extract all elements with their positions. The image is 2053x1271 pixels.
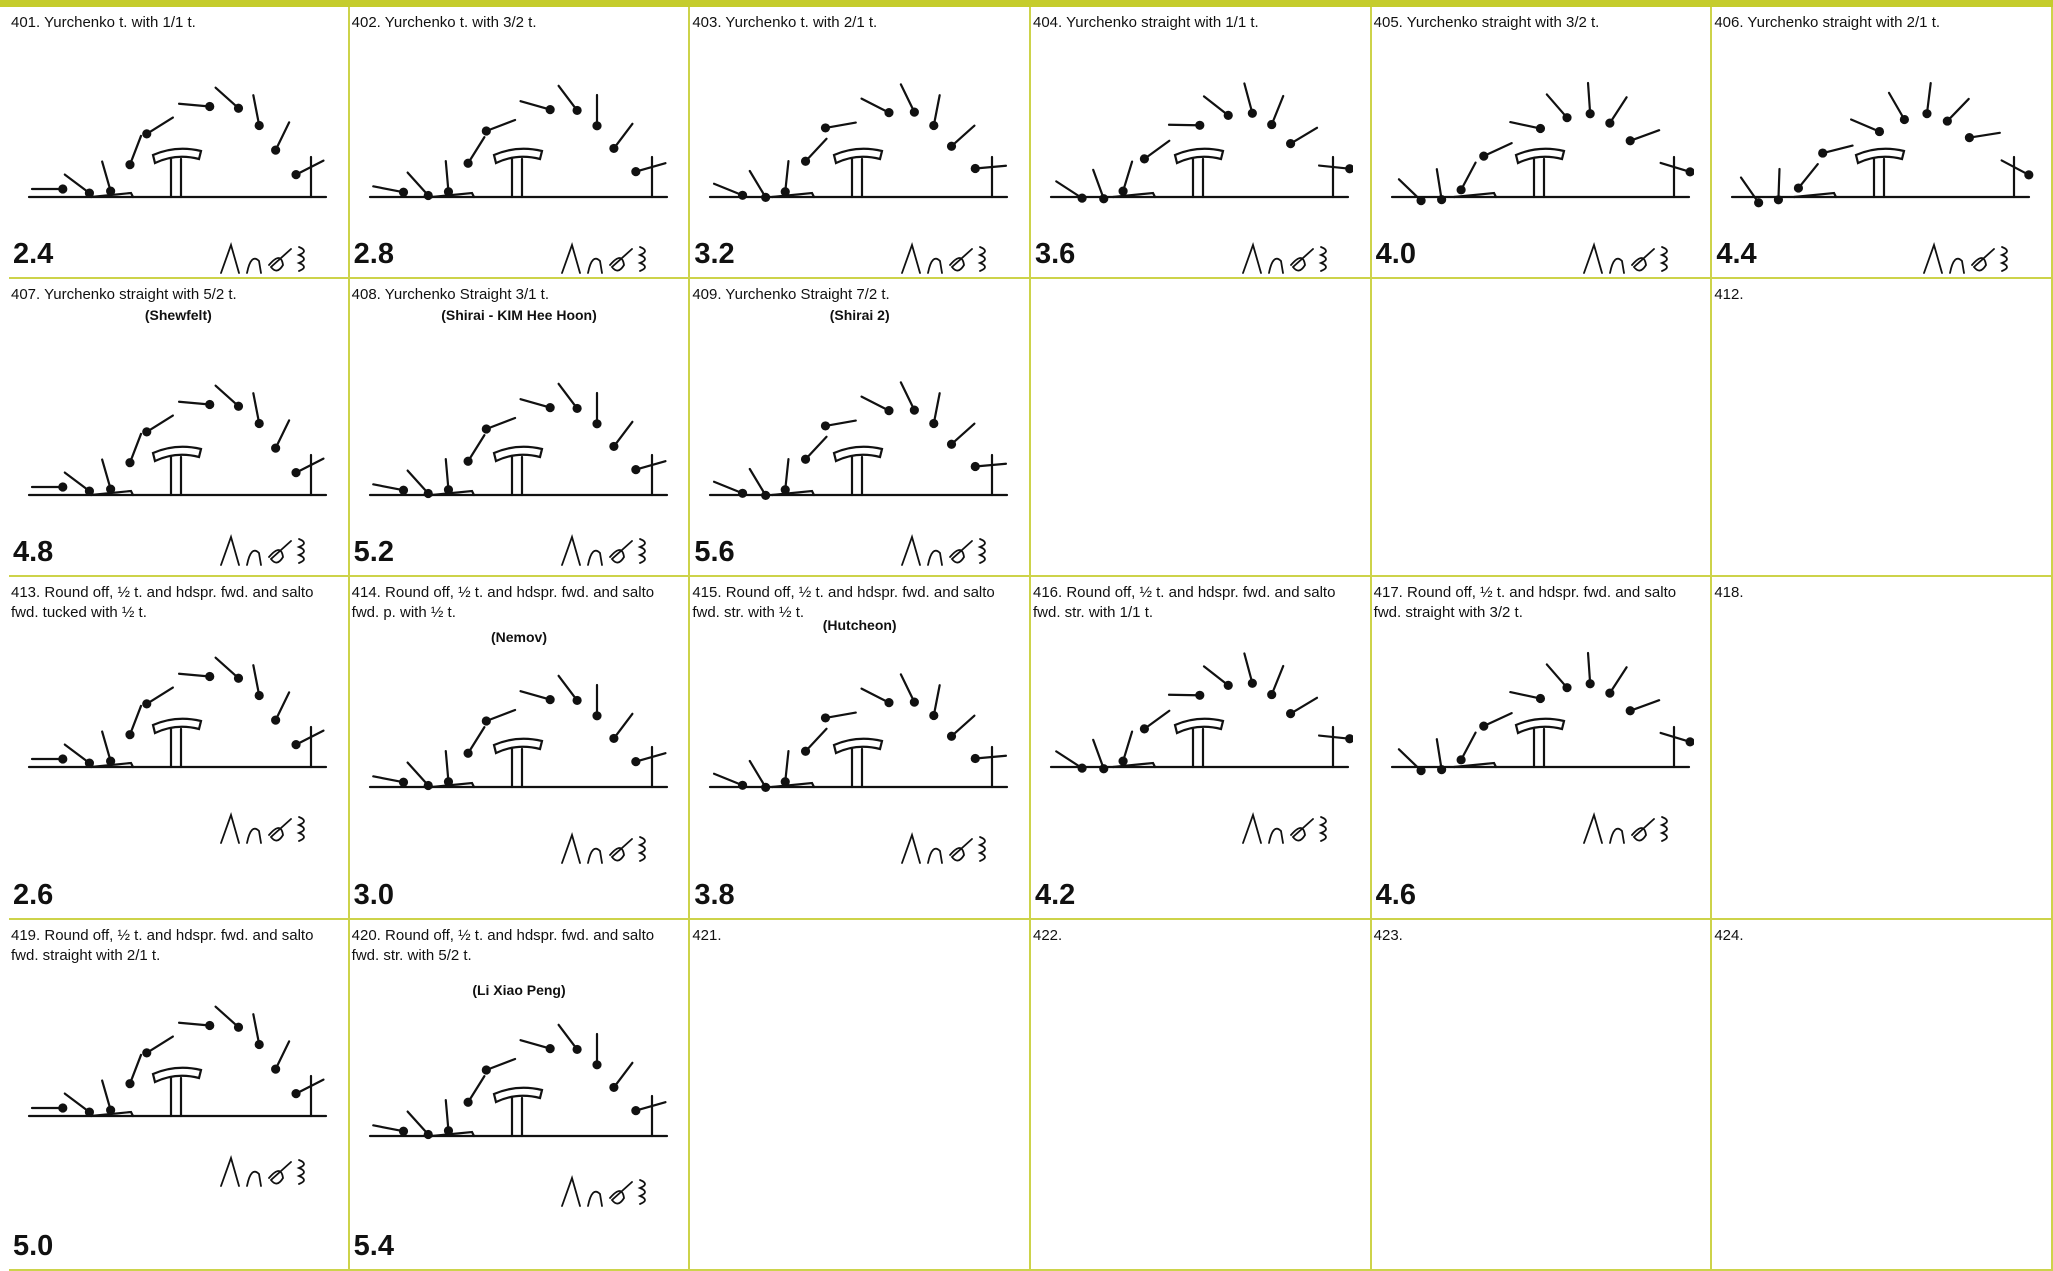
element-title: 403. Yurchenko t. with 2/1 t. (692, 14, 878, 31)
cell: 414. Round off, ½ t. and hdspr. fwd. and… (349, 577, 691, 920)
vault-drawing (1390, 651, 1694, 844)
difficulty-value: 3.0 (353, 879, 394, 911)
cell: 413. Round off, ½ t. and hdspr. fwd. and… (9, 577, 350, 920)
cell: 419. Round off, ½ t. and hdspr. fwd. and… (9, 920, 350, 1271)
element-title: 404. Yurchenko straight with 1/1 t. (1032, 14, 1259, 31)
cell: 422. (1030, 920, 1372, 1271)
gymnast-name: (Shewfelt) (144, 307, 212, 323)
element-title: 421. (692, 927, 722, 944)
element-title: 422. (1032, 927, 1063, 944)
cell: 417. Round off, ½ t. and hdspr. fwd. and… (1371, 577, 1713, 920)
element-title: 418. (1714, 584, 1744, 601)
cell: 409. Yurchenko Straight 7/2 t. (Shirai 2)… (690, 279, 1031, 577)
element-title: 416. Round off, ½ t. and hdspr. fwd. and… (1032, 584, 1336, 621)
element-title: 401. Yurchenko t. with 1/1 t. (11, 14, 196, 31)
cell: 415. Round off, ½ t. and hdspr. fwd. and… (690, 577, 1031, 920)
element-title: 415. Round off, ½ t. and hdspr. fwd. and… (692, 584, 995, 621)
vault-drawing (1390, 81, 1694, 274)
cell (1371, 279, 1713, 577)
difficulty-value: 4.6 (1375, 879, 1416, 911)
vault-drawing (709, 83, 1009, 274)
difficulty-value: 5.4 (353, 1230, 394, 1262)
difficulty-value: 5.2 (353, 536, 394, 568)
element-title: 402. Yurchenko t. with 3/2 t. (351, 14, 537, 31)
element-title: 423. (1373, 927, 1403, 944)
vault-drawing (368, 84, 668, 274)
element-title: 413. Round off, ½ t. and hdspr. fwd. and… (11, 584, 314, 621)
cell: 401. Yurchenko t. with 1/1 t. 2.4 (9, 7, 350, 279)
cell (1030, 279, 1372, 577)
difficulty-value: 5.6 (694, 536, 735, 568)
cell: 406. Yurchenko straight with 2/1 t. 4.4 (1712, 7, 2053, 279)
element-title: 409. Yurchenko Straight 7/2 t. (692, 286, 890, 303)
vault-drawing (1731, 82, 2034, 274)
vault-drawing (368, 382, 668, 566)
difficulty-value: 4.0 (1375, 238, 1416, 270)
difficulty-value: 3.2 (694, 238, 735, 270)
cell: 412. (1712, 279, 2053, 577)
element-title: 406. Yurchenko straight with 2/1 t. (1714, 14, 1941, 31)
vault-drawing (709, 381, 1009, 566)
cell: 420. Round off, ½ t. and hdspr. fwd. and… (349, 920, 691, 1271)
element-title: 419. Round off, ½ t. and hdspr. fwd. and… (11, 927, 314, 964)
element-title: 412. (1714, 286, 1744, 303)
cell: 408. Yurchenko Straight 3/1 t. (Shirai - … (349, 279, 691, 577)
element-title: 407. Yurchenko straight with 5/2 t. (11, 286, 237, 303)
difficulty-value: 5.0 (13, 1230, 54, 1262)
vault-drawing (27, 86, 328, 274)
gymnast-name: (Nemov) (490, 629, 547, 645)
cell: 424. (1712, 920, 2053, 1271)
vault-drawing (1049, 652, 1353, 844)
difficulty-value: 2.8 (353, 238, 394, 270)
cell: 421. (690, 920, 1031, 1271)
vault-drawing (368, 1023, 668, 1207)
element-title: 408. Yurchenko Straight 3/1 t. (351, 286, 550, 303)
vault-drawing (1049, 82, 1353, 274)
cell: 402. Yurchenko t. with 3/2 t. 2.8 (349, 7, 691, 279)
difficulty-value: 4.2 (1034, 879, 1076, 911)
difficulty-value: 3.8 (694, 879, 735, 911)
vault-drawing (27, 384, 328, 566)
difficulty-value: 4.4 (1716, 238, 1757, 270)
vault-drawing (27, 656, 328, 844)
element-table: 401. Yurchenko t. with 1/1 t. 2.4 402. Yur… (9, 7, 2053, 1271)
vault-drawing (368, 674, 668, 864)
difficulty-value: 2.6 (13, 879, 54, 911)
element-title: 414. Round off, ½ t. and hdspr. fwd. and… (351, 584, 655, 621)
difficulty-value: 3.6 (1034, 238, 1076, 270)
element-title: 424. (1714, 927, 1744, 944)
cell: 418. (1712, 577, 2053, 920)
cell: 407. Yurchenko straight with 5/2 t. (Shew… (9, 279, 350, 577)
cell: 416. Round off, ½ t. and hdspr. fwd. and… (1030, 577, 1372, 920)
vault-drawing (709, 673, 1009, 864)
cell: 423. (1371, 920, 1713, 1271)
element-title: 405. Yurchenko straight with 3/2 t. (1373, 14, 1600, 31)
gymnast-name: (Li Xiao Peng) (472, 982, 566, 998)
gymnast-name: (Shirai 2) (829, 307, 890, 323)
difficulty-value: 2.4 (13, 238, 54, 270)
element-title: 420. Round off, ½ t. and hdspr. fwd. and… (351, 927, 655, 964)
gymnast-name: (Hutcheon) (822, 617, 897, 633)
element-title: 417. Round off, ½ t. and hdspr. fwd. and… (1373, 584, 1677, 621)
cell: 403. Yurchenko t. with 2/1 t. 3.2 (690, 7, 1031, 279)
cell: 405. Yurchenko straight with 3/2 t. 4.0 (1371, 7, 1713, 279)
cell: 404. Yurchenko straight with 1/1 t. 3.6 (1030, 7, 1372, 279)
difficulty-value: 4.8 (13, 536, 54, 568)
gymnast-name: (Shirai - KIM Hee Hoon) (441, 307, 597, 323)
vault-drawing (27, 1005, 328, 1187)
top-bar (0, 0, 2053, 7)
